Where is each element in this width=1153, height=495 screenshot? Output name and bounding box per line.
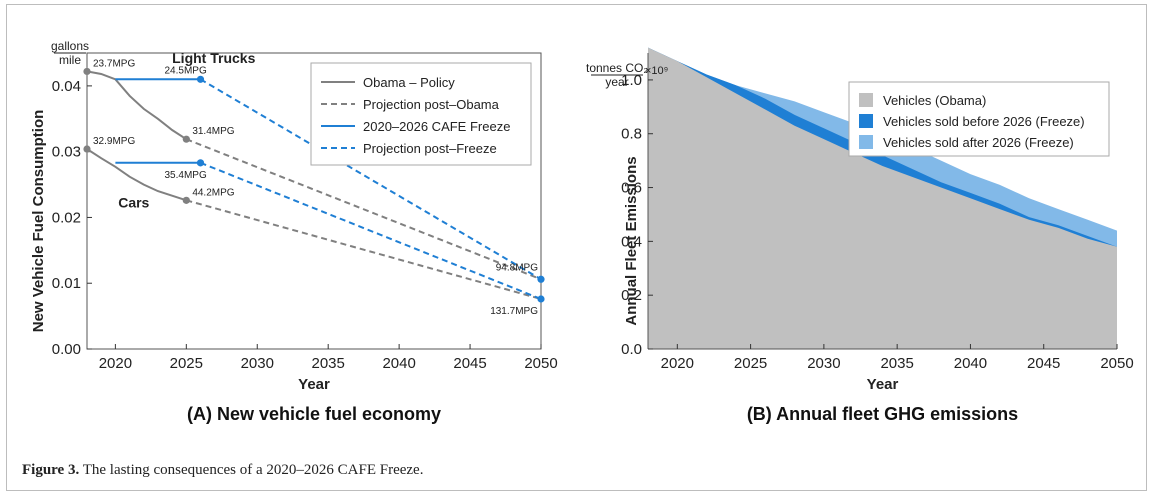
a-x-tick-label: 2045 bbox=[453, 355, 486, 372]
a-series-line bbox=[200, 161, 542, 300]
a-series-line bbox=[186, 199, 542, 300]
b-x-tick-label: 2020 bbox=[661, 355, 694, 372]
b-y-tick-label: 0.6 bbox=[621, 180, 642, 197]
a-series-line bbox=[86, 148, 187, 202]
b-y-tick-label: 0.0 bbox=[621, 341, 642, 358]
a-data-point bbox=[182, 196, 190, 204]
a-series-line bbox=[86, 70, 187, 141]
a-data-point bbox=[537, 275, 545, 283]
a-data-point bbox=[83, 67, 91, 76]
b-legend bbox=[848, 81, 1110, 157]
figure-caption: Figure 3. The lasting consequences of a … bbox=[22, 462, 423, 479]
b-area-series bbox=[648, 47, 1117, 349]
a-point-label: 23.7MPG bbox=[93, 58, 135, 69]
a-data-point bbox=[196, 75, 205, 83]
a-y-tick-label: 0.01 bbox=[52, 275, 81, 292]
figure-frame bbox=[6, 4, 1147, 491]
b-y-tick-label: 1.0 bbox=[621, 72, 642, 89]
a-x-tick-label: 2040 bbox=[382, 355, 415, 372]
a-point-label: 35.4MPG bbox=[165, 170, 207, 181]
a-x-axis-label: Year bbox=[298, 376, 330, 393]
a-y-tick-label: 0.03 bbox=[52, 144, 81, 161]
b-multiplier: ×10⁹ bbox=[645, 65, 668, 77]
chart-a: 2020 2025 2030 2035 2040 2045 2050 0.00 0.01 0.02… bbox=[30, 39, 558, 424]
b-x-tick-label: 2035 bbox=[880, 355, 913, 372]
b-y-axis-label: Annual Fleet Emissions bbox=[623, 156, 640, 325]
a-data-point bbox=[83, 145, 91, 153]
b-legend-label: Vehicles (Obama) bbox=[883, 93, 986, 108]
a-unit-top: gallons bbox=[51, 39, 89, 53]
a-point-label: 44.2MPG bbox=[192, 187, 234, 198]
b-unit-top: tonnes CO₂ bbox=[586, 61, 648, 75]
a-point-label: 131.7MPG bbox=[490, 306, 538, 317]
b-legend-label: Vehicles sold after 2026 (Freeze) bbox=[883, 135, 1074, 150]
a-unit-bottom: mile bbox=[59, 53, 81, 67]
a-point-label: 24.5MPG bbox=[165, 65, 207, 76]
a-series-line bbox=[185, 138, 542, 281]
b-legend-swatch bbox=[859, 114, 873, 128]
a-legend-label: 2020–2026 CAFE Freeze bbox=[363, 119, 510, 134]
a-point-label: 31.4MPG bbox=[192, 126, 234, 137]
a-y-tick-label: 0.04 bbox=[52, 78, 81, 95]
a-series-line bbox=[199, 78, 542, 281]
b-x-tick-label: 2030 bbox=[807, 355, 840, 372]
a-data-point bbox=[182, 135, 190, 143]
a-x-tick-label: 2030 bbox=[241, 355, 274, 372]
b-y-tick-label: 0.4 bbox=[621, 233, 642, 250]
a-group-label: Cars bbox=[118, 195, 149, 211]
b-x-tick-label: 2050 bbox=[1100, 355, 1133, 372]
a-data-point bbox=[196, 159, 205, 167]
a-legend-label: Projection post–Freeze bbox=[363, 141, 497, 156]
a-y-tick-label: 0.00 bbox=[52, 341, 81, 358]
a-legend-label: Obama – Policy bbox=[363, 75, 455, 90]
figure-caption-label: Figure 3. bbox=[22, 462, 80, 478]
b-y-tick-label: 0.8 bbox=[621, 126, 642, 143]
a-legend bbox=[310, 62, 532, 166]
b-legend-label: Vehicles sold before 2026 (Freeze) bbox=[883, 114, 1085, 129]
a-point-label: 94.8MPG bbox=[496, 262, 538, 273]
chart-b: 2020 2025 2030 2035 2040 2045 2050 0.0 0.2 0.4 0.6… bbox=[586, 47, 1134, 424]
a-data-point bbox=[537, 295, 545, 303]
b-x-tick-label: 2025 bbox=[734, 355, 767, 372]
a-y-tick-label: 0.02 bbox=[52, 209, 81, 226]
a-panel-caption: (A) New vehicle fuel economy bbox=[187, 404, 441, 424]
b-x-axis-label: Year bbox=[867, 376, 899, 393]
b-panel-caption: (B) Annual fleet GHG emissions bbox=[747, 404, 1018, 424]
a-x-tick-label: 2020 bbox=[99, 355, 132, 372]
b-y-tick-label: 0.2 bbox=[621, 287, 642, 304]
b-legend-swatch bbox=[859, 93, 873, 107]
a-legend-label: Projection post–Obama bbox=[363, 97, 500, 112]
a-y-axis-label: New Vehicle Fuel Consumption bbox=[30, 110, 47, 333]
b-legend-swatch bbox=[859, 135, 873, 149]
a-group-label: Light Trucks bbox=[172, 50, 255, 66]
a-x-tick-label: 2050 bbox=[524, 355, 557, 372]
figure-caption-text: The lasting consequences of a 2020–2026 … bbox=[82, 462, 424, 478]
a-plot-frame bbox=[86, 52, 542, 350]
b-x-tick-label: 2045 bbox=[1027, 355, 1060, 372]
a-point-label: 32.9MPG bbox=[93, 136, 135, 147]
a-x-tick-label: 2025 bbox=[170, 355, 203, 372]
b-unit-bottom: year bbox=[605, 75, 628, 89]
a-x-tick-label: 2035 bbox=[312, 355, 345, 372]
b-x-tick-label: 2040 bbox=[954, 355, 987, 372]
